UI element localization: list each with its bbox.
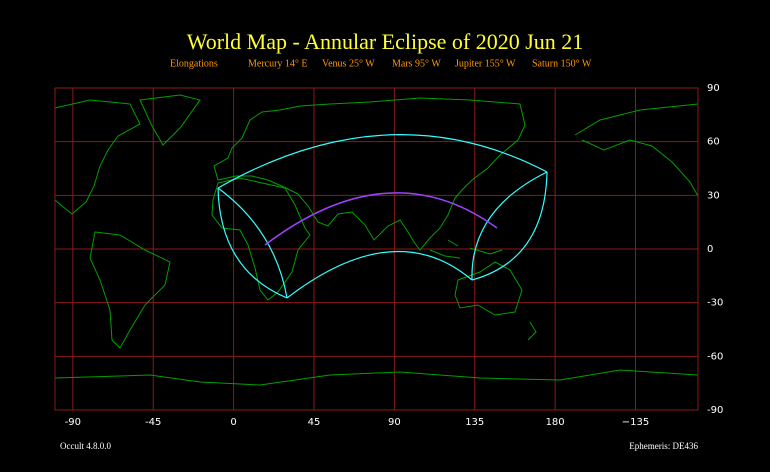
y-tick-label: 30	[707, 190, 720, 201]
y-tick-label: 0	[707, 244, 713, 255]
x-tick-label: -45	[145, 417, 161, 428]
y-tick-label: 90	[707, 83, 720, 94]
map-frame	[54, 87, 699, 411]
y-tick-label: 60	[707, 137, 720, 148]
x-tick-label: 180	[546, 417, 565, 428]
y-tick-label: -30	[707, 298, 723, 309]
elongation: Jupiter 155° W	[455, 58, 516, 69]
coastline	[54, 369, 699, 386]
x-tick-label: 90	[388, 417, 401, 428]
x-tick-label: −135	[622, 417, 649, 428]
elongations-label: Elongations	[170, 58, 218, 69]
path-limit	[286, 250, 473, 299]
coastline	[139, 94, 201, 146]
grid	[55, 88, 698, 410]
central-line	[264, 192, 498, 246]
elongation: Venus 25° W	[322, 58, 375, 69]
coastlines	[54, 94, 699, 386]
coastline	[213, 97, 526, 251]
elongation: Saturn 150° W	[532, 58, 592, 69]
path-limit	[217, 134, 548, 189]
coastline	[54, 99, 141, 215]
coastline	[89, 231, 171, 349]
coastline	[454, 261, 523, 316]
path-limit	[217, 187, 288, 299]
eclipse-path	[217, 134, 548, 299]
elongation: Mars 95° W	[392, 58, 441, 69]
coastline	[574, 103, 699, 197]
map-title: World Map - Annular Eclipse of 2020 Jun …	[187, 29, 584, 54]
footer-ephemeris: Ephemeris: DE436	[629, 441, 698, 451]
y-tick-label: -90	[707, 405, 723, 416]
y-tick-label: -60	[707, 351, 723, 362]
elongation: Mercury 14° E	[248, 58, 308, 69]
coastline	[211, 177, 311, 301]
coastline	[429, 239, 537, 341]
x-tick-label: 45	[308, 417, 321, 428]
footer-version: Occult 4.8.0.0	[60, 441, 111, 451]
x-tick-label: 135	[465, 417, 484, 428]
path-limit	[471, 171, 548, 281]
x-tick-label: -90	[65, 417, 81, 428]
elongations: Elongations Mercury 14° E Venus 25° W Ma…	[170, 58, 592, 69]
x-tick-label: 0	[230, 417, 236, 428]
